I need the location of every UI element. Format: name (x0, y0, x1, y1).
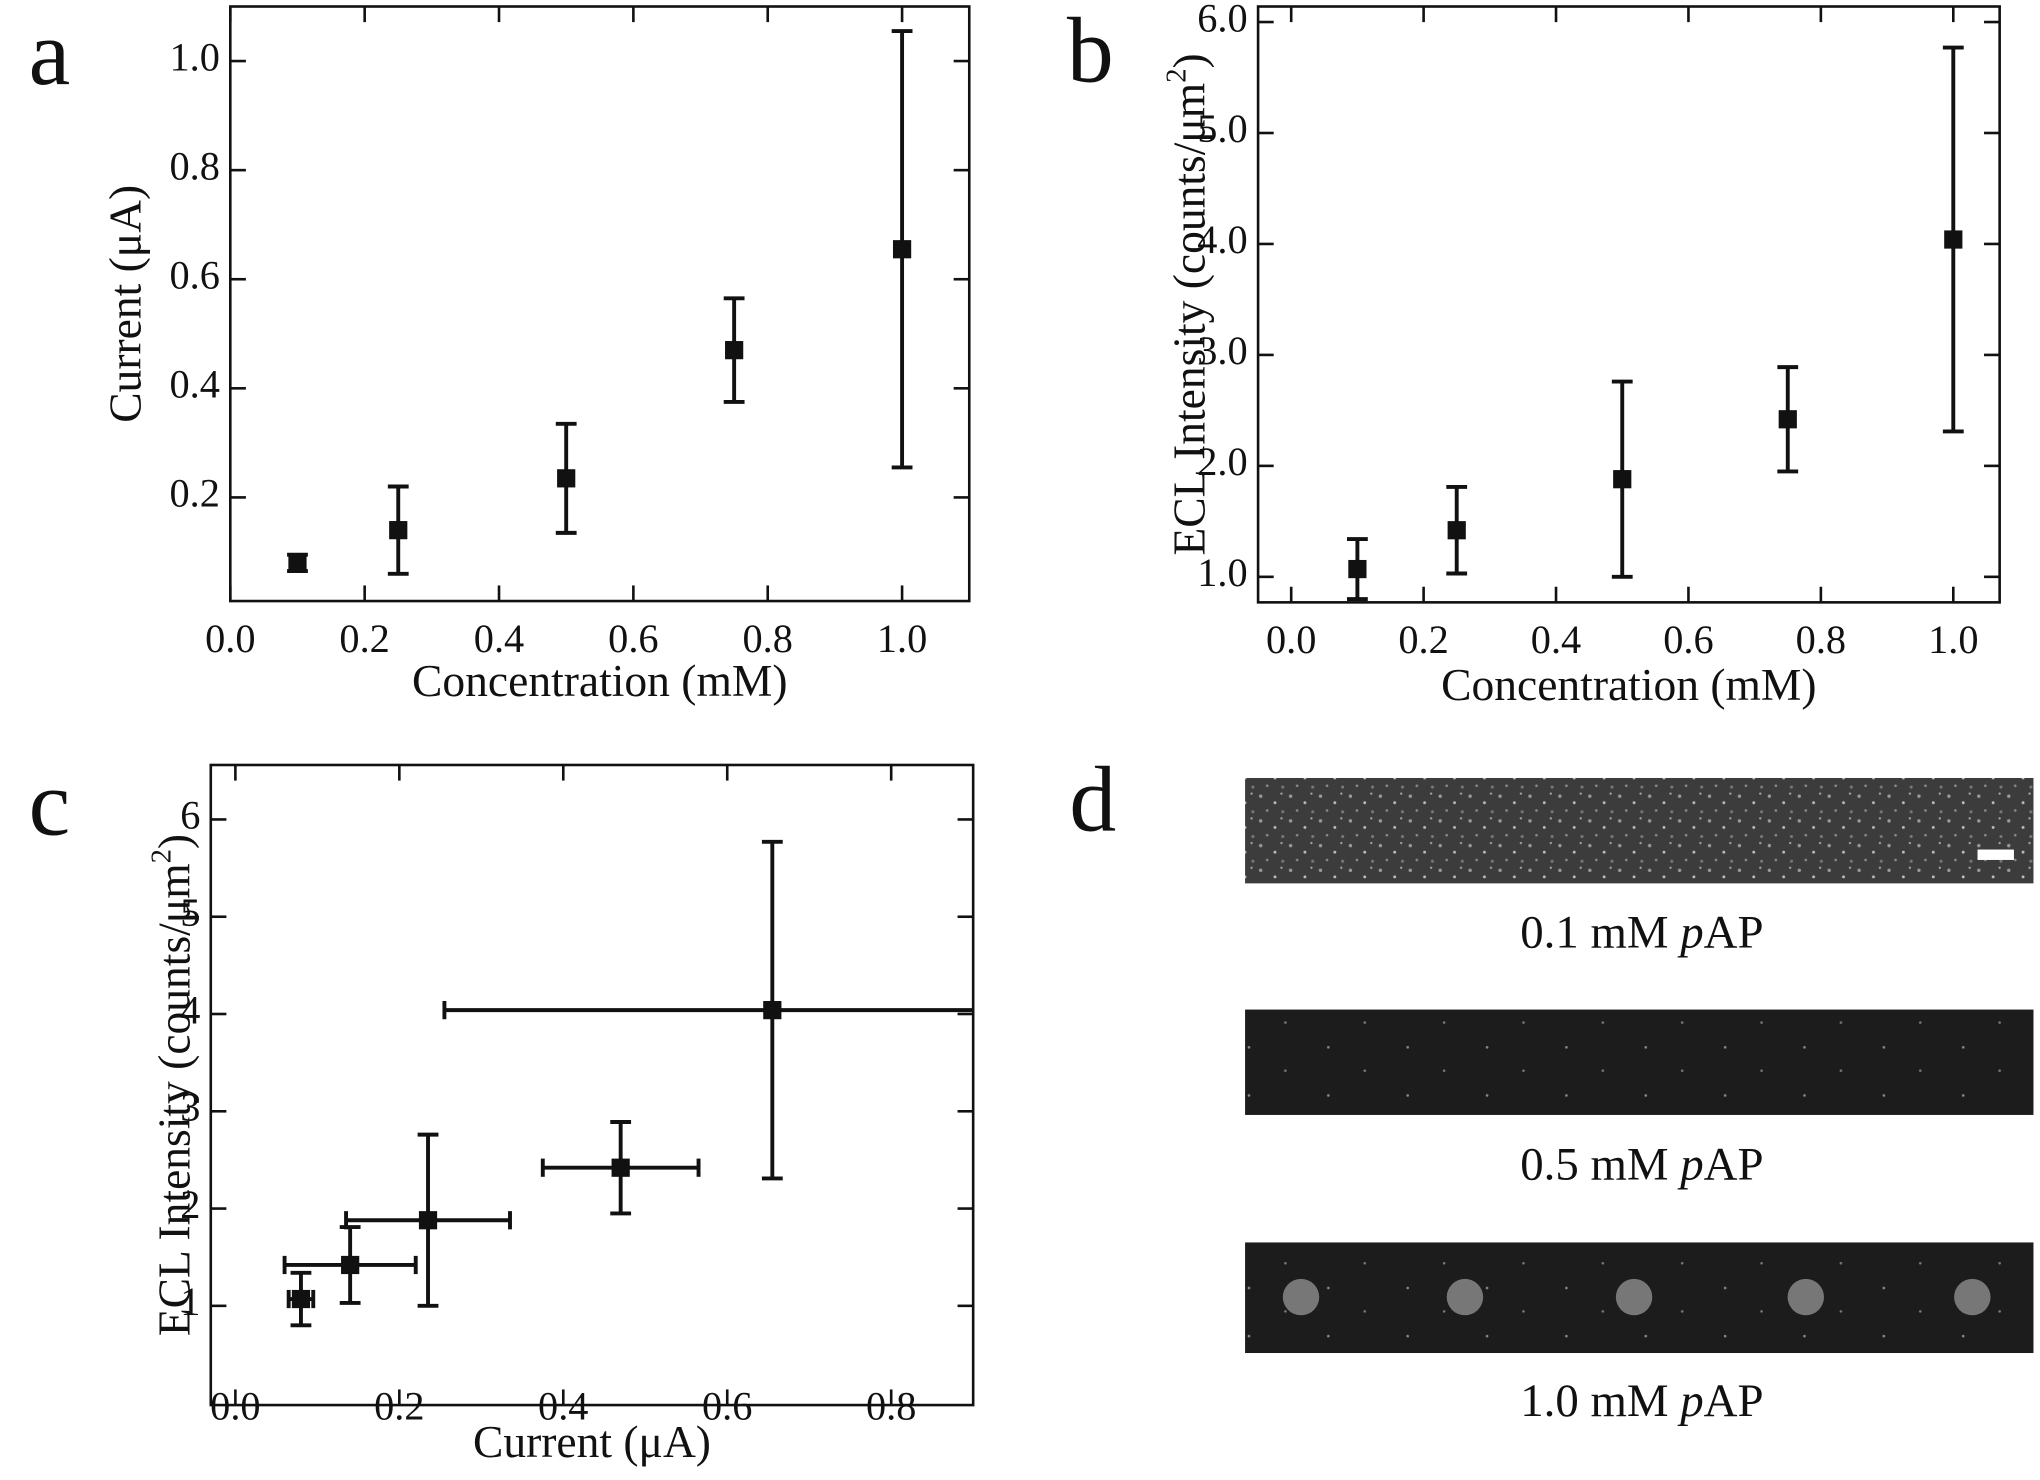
caption-part: AP (1704, 906, 1764, 958)
marker (389, 521, 408, 540)
x-tick-label: 0.2 (339, 616, 389, 661)
caption-part: p (1677, 1375, 1703, 1427)
x-axis-label: Concentration (mM) (412, 655, 787, 706)
y-axis-label-part: ) (149, 834, 200, 849)
y-axis-label-part: ) (1164, 53, 1215, 68)
panel-label: b (1067, 0, 1114, 102)
caption: 0.1 mM pAP (1520, 906, 1763, 958)
x-axis-label: Concentration (mM) (1441, 659, 1816, 710)
y-axis-label: Current (μA) (100, 185, 151, 423)
x-tick-label: 0.0 (205, 616, 255, 661)
chart: b 0.0 0.2 0.4 0.6 0.8 1.0 1.0 2.0 3.0 4.0 5.0 6.0 Con… (1067, 0, 2001, 710)
y-tick-label: 5.0 (1197, 106, 1247, 151)
y-tick-label: 1 (180, 1279, 200, 1324)
data-layer (282, 839, 974, 1328)
y-tick-label: 3.0 (1197, 328, 1247, 373)
panel-label: d (1069, 749, 1116, 852)
marker (1348, 559, 1367, 579)
caption: 0.5 mM pAP (1520, 1138, 1763, 1190)
x-tick-label: 1.0 (1928, 617, 1978, 662)
marker (763, 1001, 782, 1020)
caption-part: AP (1704, 1375, 1764, 1427)
micrograph (1245, 1009, 2034, 1115)
marker (557, 469, 576, 488)
marker (288, 553, 307, 572)
marker (725, 341, 744, 360)
y-axis-label-part: 2 (1160, 68, 1192, 82)
marker (1613, 470, 1632, 489)
y-tick-label: 0.6 (169, 252, 219, 297)
y-axis-label-part: ECL Intensity (counts/μm (1164, 83, 1215, 556)
panel-label: c (29, 753, 71, 856)
image-panel (1245, 777, 2034, 1354)
micrograph (1245, 777, 2034, 884)
y-tick-label: 4.0 (1197, 217, 1247, 262)
marker (611, 1158, 630, 1177)
y-tick-label: 6.0 (1197, 0, 1247, 40)
y-tick-label: 6 (180, 793, 200, 838)
chart: a 0.0 0.2 0.4 0.6 0.8 1.0 0.2 0.4 0.6 0.8 1.0 Concen… (29, 2, 971, 706)
y-axis-label-part: 2 (145, 849, 177, 863)
marker (341, 1255, 360, 1275)
x-axis-label: Current (μA) (473, 1416, 711, 1467)
y-tick-label: 0.8 (169, 143, 219, 188)
x-tick-label: 0.2 (1398, 617, 1448, 662)
plot-frame (1256, 5, 2001, 604)
marker (1944, 230, 1963, 249)
x-tick-label: 0.4 (1531, 617, 1581, 662)
plot-frame (209, 763, 975, 1407)
marker (1447, 521, 1466, 540)
caption-part: p (1677, 1138, 1703, 1190)
x-tick-label: 0.4 (474, 616, 524, 661)
y-axis-label: ECL Intensity (counts/μm2) (145, 834, 200, 1336)
y-tick-label: 2.0 (1197, 439, 1247, 484)
caption: 1.0 mM pAP (1520, 1375, 1763, 1427)
caption-part: 1.0 mM (1520, 1375, 1680, 1427)
y-tick-label: 0.4 (169, 362, 219, 407)
marker (418, 1211, 438, 1230)
x-tick-label: 0.8 (1796, 617, 1846, 662)
plot-frame (229, 5, 971, 603)
y-tick-label: 1.0 (169, 34, 219, 79)
y-tick-label: 1.0 (1197, 550, 1247, 595)
y-tick-label: 3 (180, 1085, 200, 1130)
y-axis-label: ECL Intensity (counts/μm2) (1160, 53, 1215, 555)
marker (1778, 410, 1797, 429)
x-tick-label: 1.0 (877, 616, 927, 661)
y-tick-label: 2 (180, 1182, 200, 1227)
panel-label: a (29, 2, 71, 105)
y-tick-label: 4 (180, 987, 200, 1032)
micrograph (1245, 1242, 2034, 1354)
caption-part: 0.1 mM (1520, 906, 1680, 958)
y-tick-label: 5 (180, 890, 200, 935)
x-tick-label: 0.6 (608, 616, 658, 661)
marker (892, 240, 912, 259)
y-axis-label-part: ECL Intensity (counts/μm (149, 863, 200, 1336)
scale-bar (1977, 849, 2014, 860)
x-tick-label: 0.0 (1266, 617, 1316, 662)
x-tick-label: 0.6 (1663, 617, 1713, 662)
data-layer (287, 29, 913, 576)
x-tick-label: 0.8 (743, 616, 793, 661)
marker (291, 1289, 311, 1309)
caption-part: 0.5 mM (1520, 1138, 1680, 1190)
y-tick-label: 0.2 (169, 471, 219, 516)
data-layer (1346, 45, 1964, 601)
caption-part: AP (1704, 1138, 1764, 1190)
caption-part: p (1677, 906, 1703, 958)
